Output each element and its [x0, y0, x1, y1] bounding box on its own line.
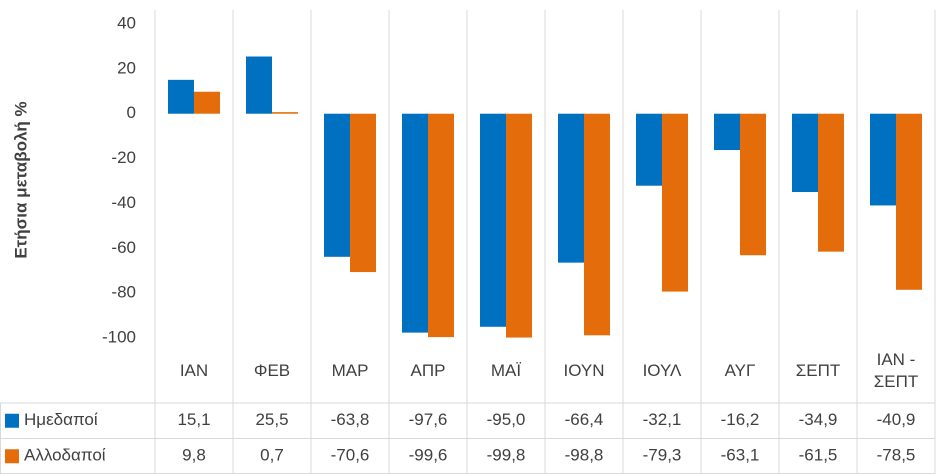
table-value: -98,8: [565, 446, 604, 465]
y-tick-label: -40: [111, 193, 136, 212]
y-tick-label: -20: [111, 148, 136, 167]
x-tick-label: ΜΑΪ: [490, 360, 522, 380]
table-value: -40,9: [877, 410, 916, 429]
bar: [792, 113, 818, 192]
table-value: -95,0: [487, 410, 526, 429]
x-tick-label: ΑΥΓ: [724, 360, 756, 380]
table-value: -34,9: [799, 410, 838, 429]
legend-key: [5, 413, 19, 428]
y-tick-label: -60: [111, 238, 136, 257]
bar: [324, 113, 350, 257]
table-value: -99,8: [487, 446, 526, 465]
table-value: -63,1: [721, 446, 760, 465]
legend-key: [5, 449, 19, 464]
bar: [480, 113, 506, 327]
table-value: -63,8: [331, 410, 370, 429]
x-tick-label: ΑΠΡ: [410, 360, 446, 380]
table-value: -78,5: [877, 446, 916, 465]
table-value: -32,1: [643, 410, 682, 429]
table-value: -79,3: [643, 446, 682, 465]
bar: [246, 56, 272, 114]
table-value: 0,7: [260, 446, 284, 465]
bar: [194, 91, 220, 114]
x-tick-label: ΙΟΥΛ: [642, 360, 682, 380]
bar: [506, 113, 532, 338]
y-tick-label: -80: [111, 283, 136, 302]
x-tick-label: ΙΑΝ: [179, 360, 209, 380]
table-value: -99,6: [409, 446, 448, 465]
bar: [740, 113, 766, 256]
bar: [272, 112, 298, 114]
y-tick-label: 40: [117, 13, 136, 32]
table-value: -16,2: [721, 410, 760, 429]
bar: [636, 113, 662, 186]
y-axis-label: Ετήσια μεταβολή %: [11, 101, 30, 258]
y-tick-label: 0: [127, 103, 136, 122]
bar: [662, 113, 688, 292]
y-tick-label: -100: [102, 327, 136, 346]
x-tick-label: ΙΟΥΝ: [563, 360, 605, 380]
table-value: -66,4: [565, 410, 604, 429]
bar: [584, 113, 610, 336]
x-tick-label: ΣΕΠΤ: [795, 360, 841, 380]
table-value: -61,5: [799, 446, 838, 465]
bar: [402, 113, 428, 333]
x-tick-label: ΙΑΝ - ΣΕΠΤ: [873, 349, 919, 391]
table-value: 15,1: [177, 410, 210, 429]
legend-label: Αλλοδαποί: [24, 446, 106, 465]
bar: [714, 113, 740, 151]
bar: [870, 113, 896, 206]
table-value: -97,6: [409, 410, 448, 429]
table-value: 25,5: [255, 410, 288, 429]
bar: [428, 113, 454, 338]
table-value: 9,8: [182, 446, 206, 465]
table-value: -70,6: [331, 446, 370, 465]
bar: [818, 113, 844, 252]
bar: [896, 113, 922, 290]
x-tick-label: ΦΕΒ: [253, 360, 291, 380]
x-tick-label: ΜΑΡ: [331, 360, 369, 380]
legend-label: Ημεδαποί: [24, 410, 98, 429]
bar: [168, 79, 194, 114]
y-tick-label: 20: [117, 58, 136, 77]
bar: [350, 113, 376, 273]
bar: [558, 113, 584, 263]
